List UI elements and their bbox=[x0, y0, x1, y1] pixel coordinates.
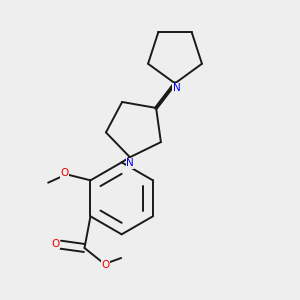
Text: O: O bbox=[61, 168, 69, 178]
Text: N: N bbox=[126, 158, 134, 168]
Text: N: N bbox=[173, 83, 181, 93]
Text: O: O bbox=[51, 239, 59, 249]
Text: O: O bbox=[101, 260, 110, 270]
